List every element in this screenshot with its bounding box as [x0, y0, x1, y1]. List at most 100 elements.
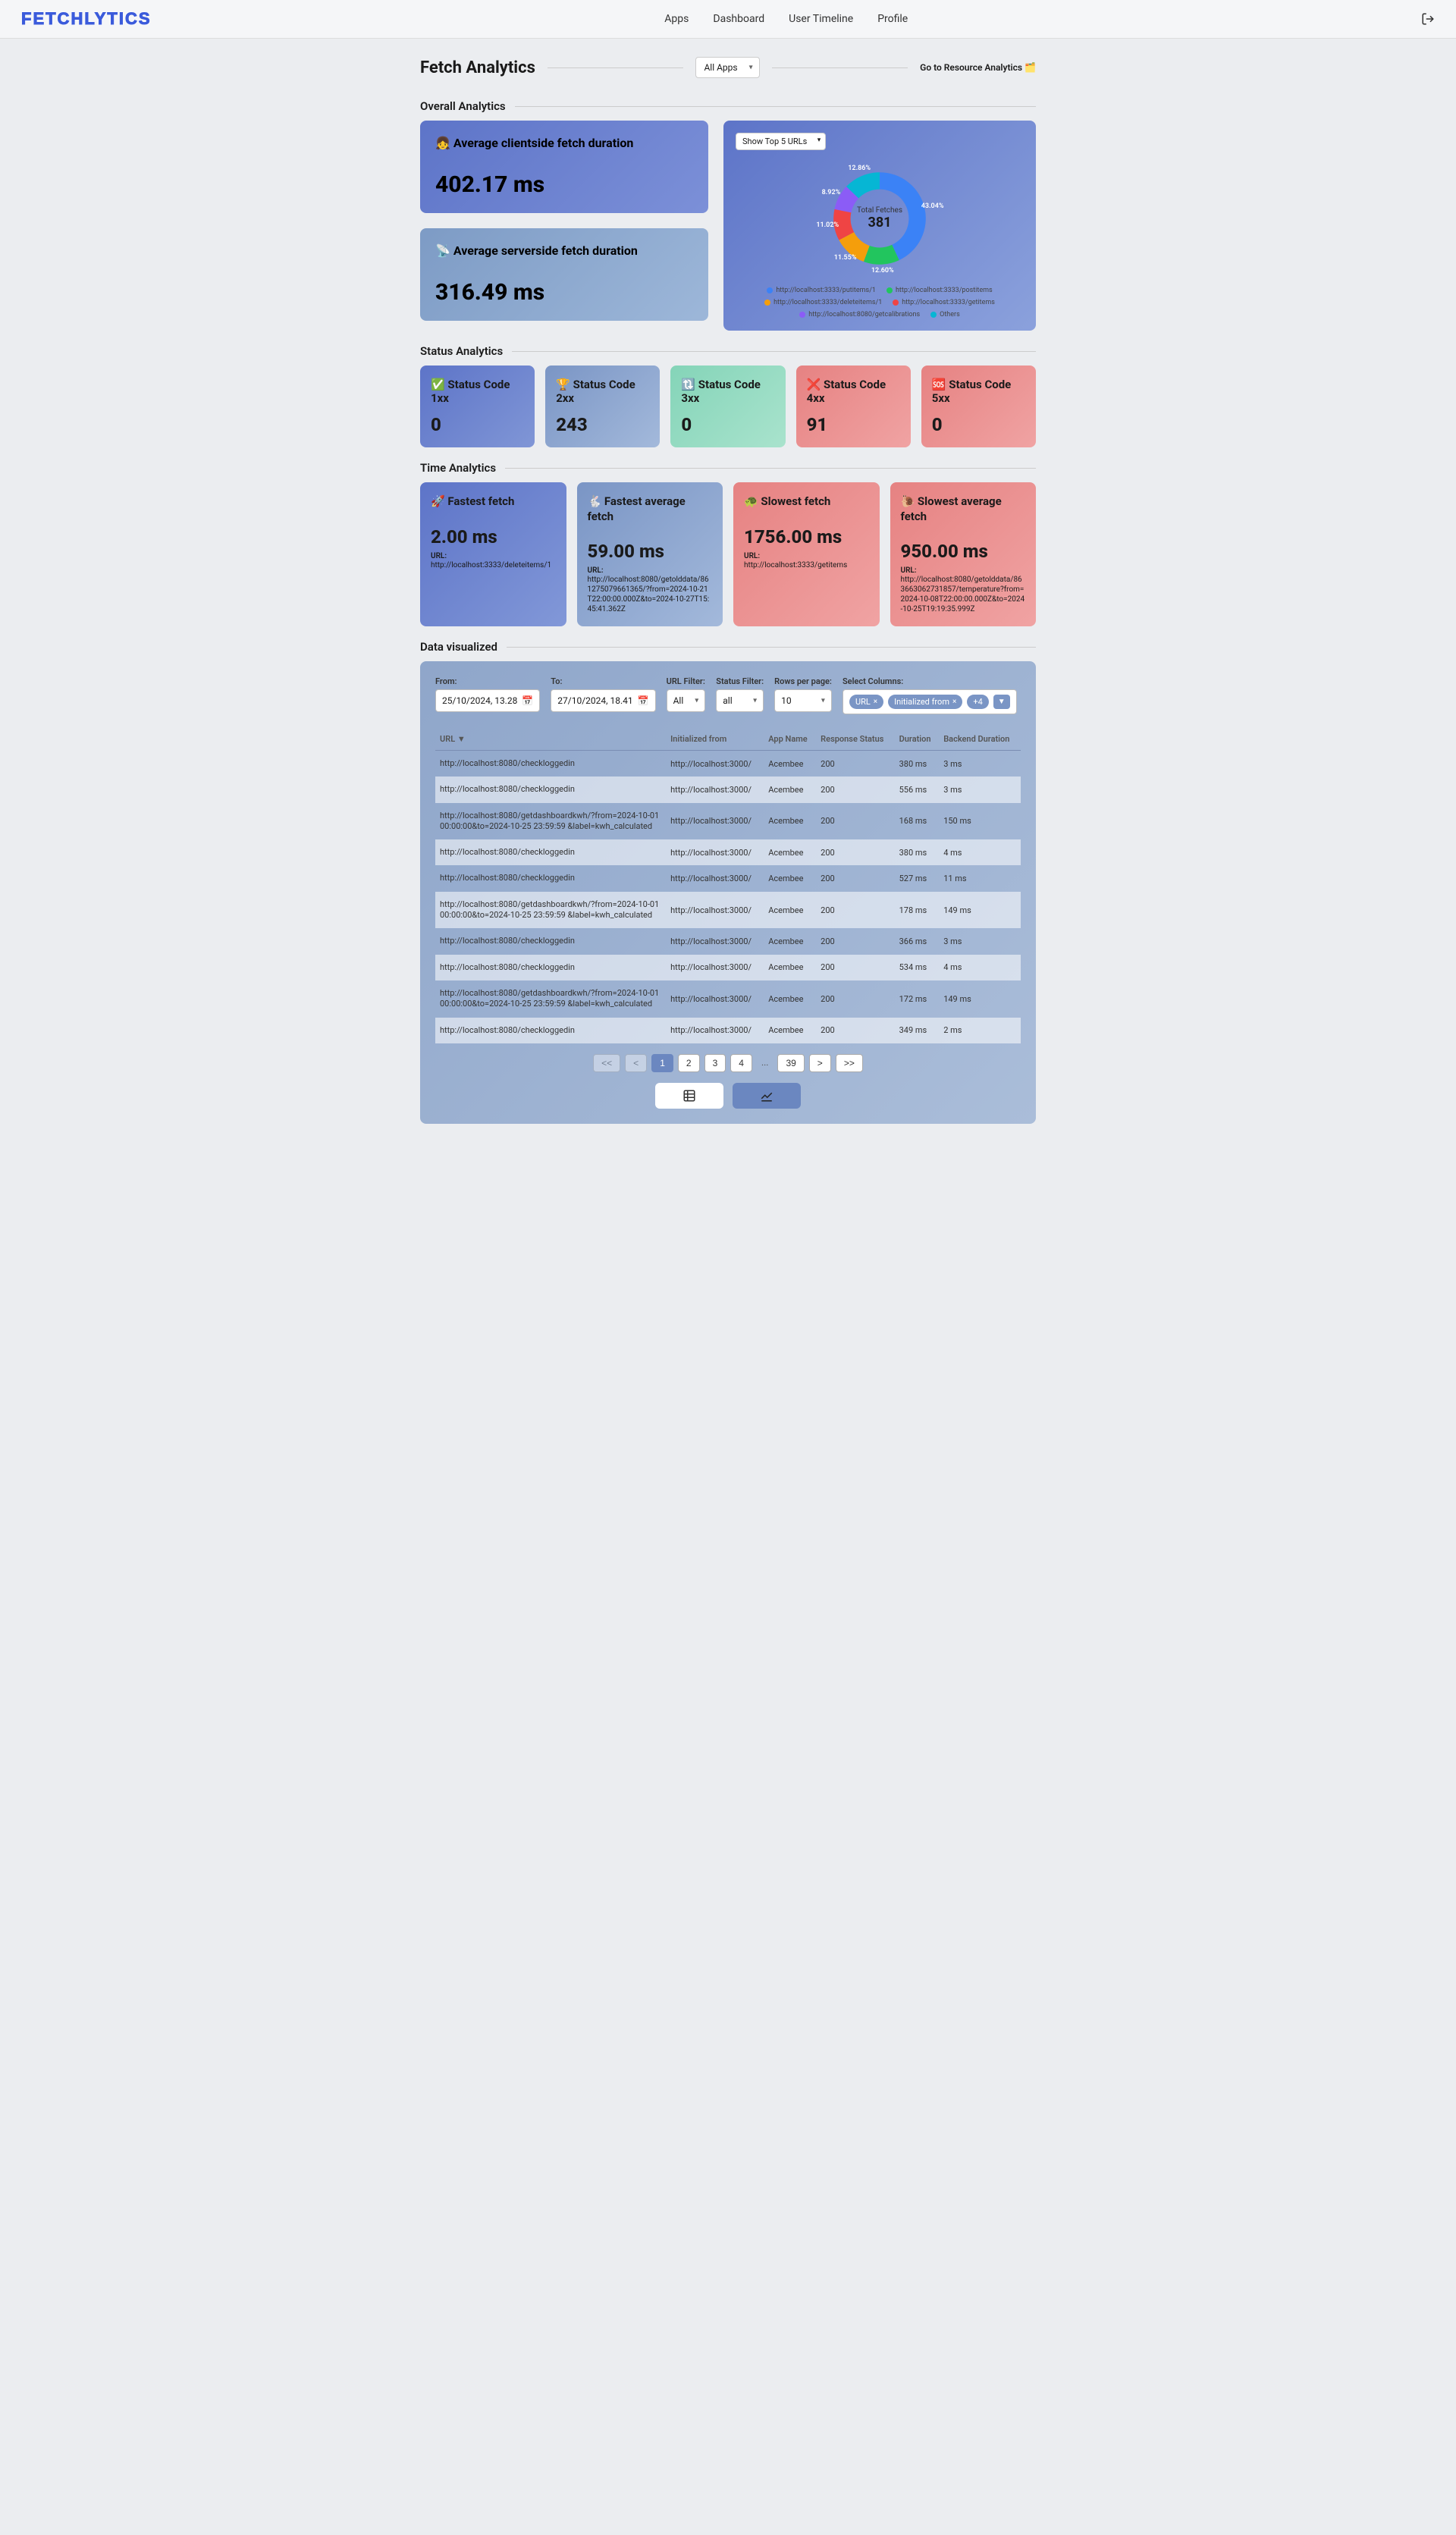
donut-center: Total Fetches 381: [857, 206, 902, 231]
page-first-button[interactable]: <<: [593, 1054, 620, 1072]
table-cell: http://localhost:3000/: [666, 980, 764, 1018]
page-prev-button[interactable]: <: [625, 1054, 647, 1072]
column-header[interactable]: App Name: [764, 728, 816, 751]
time-url-label: URL:: [588, 566, 713, 575]
resource-analytics-link[interactable]: Go to Resource Analytics 🗂️: [920, 62, 1036, 73]
table-cell: 380 ms: [895, 839, 940, 865]
calendar-icon: 📅: [522, 695, 533, 706]
page-2-button[interactable]: 2: [678, 1054, 700, 1072]
logo[interactable]: FETCHLYTICS: [21, 9, 152, 29]
table-cell: 200: [816, 777, 894, 802]
column-header[interactable]: Backend Duration: [939, 728, 1021, 751]
donut-center-label: Total Fetches: [857, 206, 902, 215]
legend-label: http://localhost:3333/deleteitems/1: [774, 299, 882, 306]
table-icon: [682, 1089, 696, 1103]
table-cell: http://localhost:3000/: [666, 751, 764, 777]
url-filter-select[interactable]: All: [667, 689, 706, 712]
avg-client-fetch-card: 👧 Average clientside fetch duration 402.…: [420, 121, 708, 213]
table-cell: http://localhost:8080/checkloggedin: [435, 839, 666, 865]
table-cell: Acembee: [764, 803, 816, 840]
table-cell: http://localhost:3000/: [666, 777, 764, 802]
table-cell: http://localhost:8080/checkloggedin: [435, 777, 666, 802]
nav-dashboard[interactable]: Dashboard: [713, 13, 764, 25]
page-1-button[interactable]: 1: [651, 1054, 673, 1072]
table-row[interactable]: http://localhost:8080/checkloggedinhttp:…: [435, 839, 1021, 865]
table-row[interactable]: http://localhost:8080/getdashboardkwh/?f…: [435, 803, 1021, 840]
time-url: http://localhost:8080/getolddata/8636630…: [901, 575, 1026, 614]
donut-center-value: 381: [857, 215, 902, 231]
card-value: 316.49 ms: [435, 279, 693, 306]
donut-legend: http://localhost:3333/putitems/1 http://l…: [736, 287, 1024, 318]
section-title: Time Analytics: [420, 461, 496, 475]
table-row[interactable]: http://localhost:8080/getdashboardkwh/?f…: [435, 980, 1021, 1018]
logout-icon[interactable]: [1421, 12, 1435, 26]
nav-user-timeline[interactable]: User Timeline: [789, 13, 853, 25]
time-url-label: URL:: [431, 552, 556, 560]
divider: [512, 351, 1036, 352]
time-url-label: URL:: [744, 552, 869, 560]
table-cell: 200: [816, 865, 894, 891]
table-row[interactable]: http://localhost:8080/checkloggedinhttp:…: [435, 865, 1021, 891]
legend-dot: [886, 287, 893, 293]
donut-slice-label: 43.04%: [921, 202, 944, 210]
table-row[interactable]: http://localhost:8080/checkloggedinhttp:…: [435, 777, 1021, 802]
column-header[interactable]: URL ▼: [435, 728, 666, 751]
calendar-icon: 📅: [638, 695, 649, 706]
column-header[interactable]: Initialized from: [666, 728, 764, 751]
page-last-button[interactable]: >>: [836, 1054, 863, 1072]
rows-select[interactable]: 10: [774, 689, 832, 712]
table-cell: 3 ms: [939, 777, 1021, 802]
table-row[interactable]: http://localhost:8080/checkloggedinhttp:…: [435, 751, 1021, 777]
table-row[interactable]: http://localhost:8080/checkloggedinhttp:…: [435, 955, 1021, 980]
legend-dot: [930, 312, 937, 318]
table-cell: http://localhost:8080/checkloggedin: [435, 1018, 666, 1043]
table-cell: http://localhost:8080/checkloggedin: [435, 865, 666, 891]
legend-item: http://localhost:3333/putitems/1: [767, 287, 876, 294]
chip-remove-icon[interactable]: ×: [952, 698, 956, 706]
column-header[interactable]: Response Status: [816, 728, 894, 751]
data-panel: From: 25/10/2024, 13.28 📅 To: 27/10/2024…: [420, 661, 1036, 1124]
time-value: 2.00 ms: [431, 526, 556, 547]
pagination: << < 1 2 3 4 ... 39 > >>: [435, 1054, 1021, 1072]
table-cell: Acembee: [764, 865, 816, 891]
donut-slice-label: 11.55%: [834, 254, 857, 262]
table-view-button[interactable]: [655, 1083, 723, 1109]
donut-slice-label: 12.60%: [871, 267, 894, 275]
table-row[interactable]: http://localhost:8080/getdashboardkwh/?f…: [435, 892, 1021, 929]
table-cell: 200: [816, 839, 894, 865]
table-cell: Acembee: [764, 751, 816, 777]
app-select[interactable]: All Apps: [695, 57, 759, 78]
table-row[interactable]: http://localhost:8080/checkloggedinhttp:…: [435, 1018, 1021, 1043]
top-urls-select[interactable]: Show Top 5 URLs: [736, 133, 826, 150]
page-last-num-button[interactable]: 39: [777, 1054, 804, 1072]
table-cell: http://localhost:3000/: [666, 955, 764, 980]
to-input[interactable]: 27/10/2024, 18.41 📅: [551, 689, 655, 712]
table-row[interactable]: http://localhost:8080/checkloggedinhttp:…: [435, 928, 1021, 954]
column-header[interactable]: Duration: [895, 728, 940, 751]
table-cell: Acembee: [764, 892, 816, 929]
chip-more[interactable]: +4: [967, 695, 988, 709]
page-next-button[interactable]: >: [809, 1054, 831, 1072]
status-value: 0: [681, 414, 774, 435]
status-filter-label: Status Filter:: [716, 676, 764, 686]
nav-profile[interactable]: Profile: [877, 13, 908, 25]
topbar: FETCHLYTICS Apps Dashboard User Timeline…: [0, 0, 1456, 39]
chip-dropdown-icon[interactable]: ▼: [993, 695, 1010, 709]
table-cell: http://localhost:8080/checkloggedin: [435, 955, 666, 980]
from-input[interactable]: 25/10/2024, 13.28 📅: [435, 689, 540, 712]
page-3-button[interactable]: 3: [704, 1054, 726, 1072]
status-card-1xx: ✅ Status Code 1xx0: [420, 366, 535, 447]
chip-remove-icon[interactable]: ×: [874, 698, 877, 706]
cols-select[interactable]: URL× Initialized from× +4 ▼: [843, 689, 1017, 714]
view-toggle: [435, 1083, 1021, 1109]
table-cell: 556 ms: [895, 777, 940, 802]
chip-initialized-from[interactable]: Initialized from×: [888, 695, 962, 709]
divider: [505, 468, 1036, 469]
status-value: 243: [556, 414, 649, 435]
nav-apps[interactable]: Apps: [664, 13, 689, 25]
chart-view-button[interactable]: [733, 1083, 801, 1109]
chip-url[interactable]: URL×: [849, 695, 883, 709]
status-filter-select[interactable]: all: [716, 689, 764, 712]
page-4-button[interactable]: 4: [730, 1054, 752, 1072]
main-nav: Apps Dashboard User Timeline Profile: [664, 13, 908, 25]
